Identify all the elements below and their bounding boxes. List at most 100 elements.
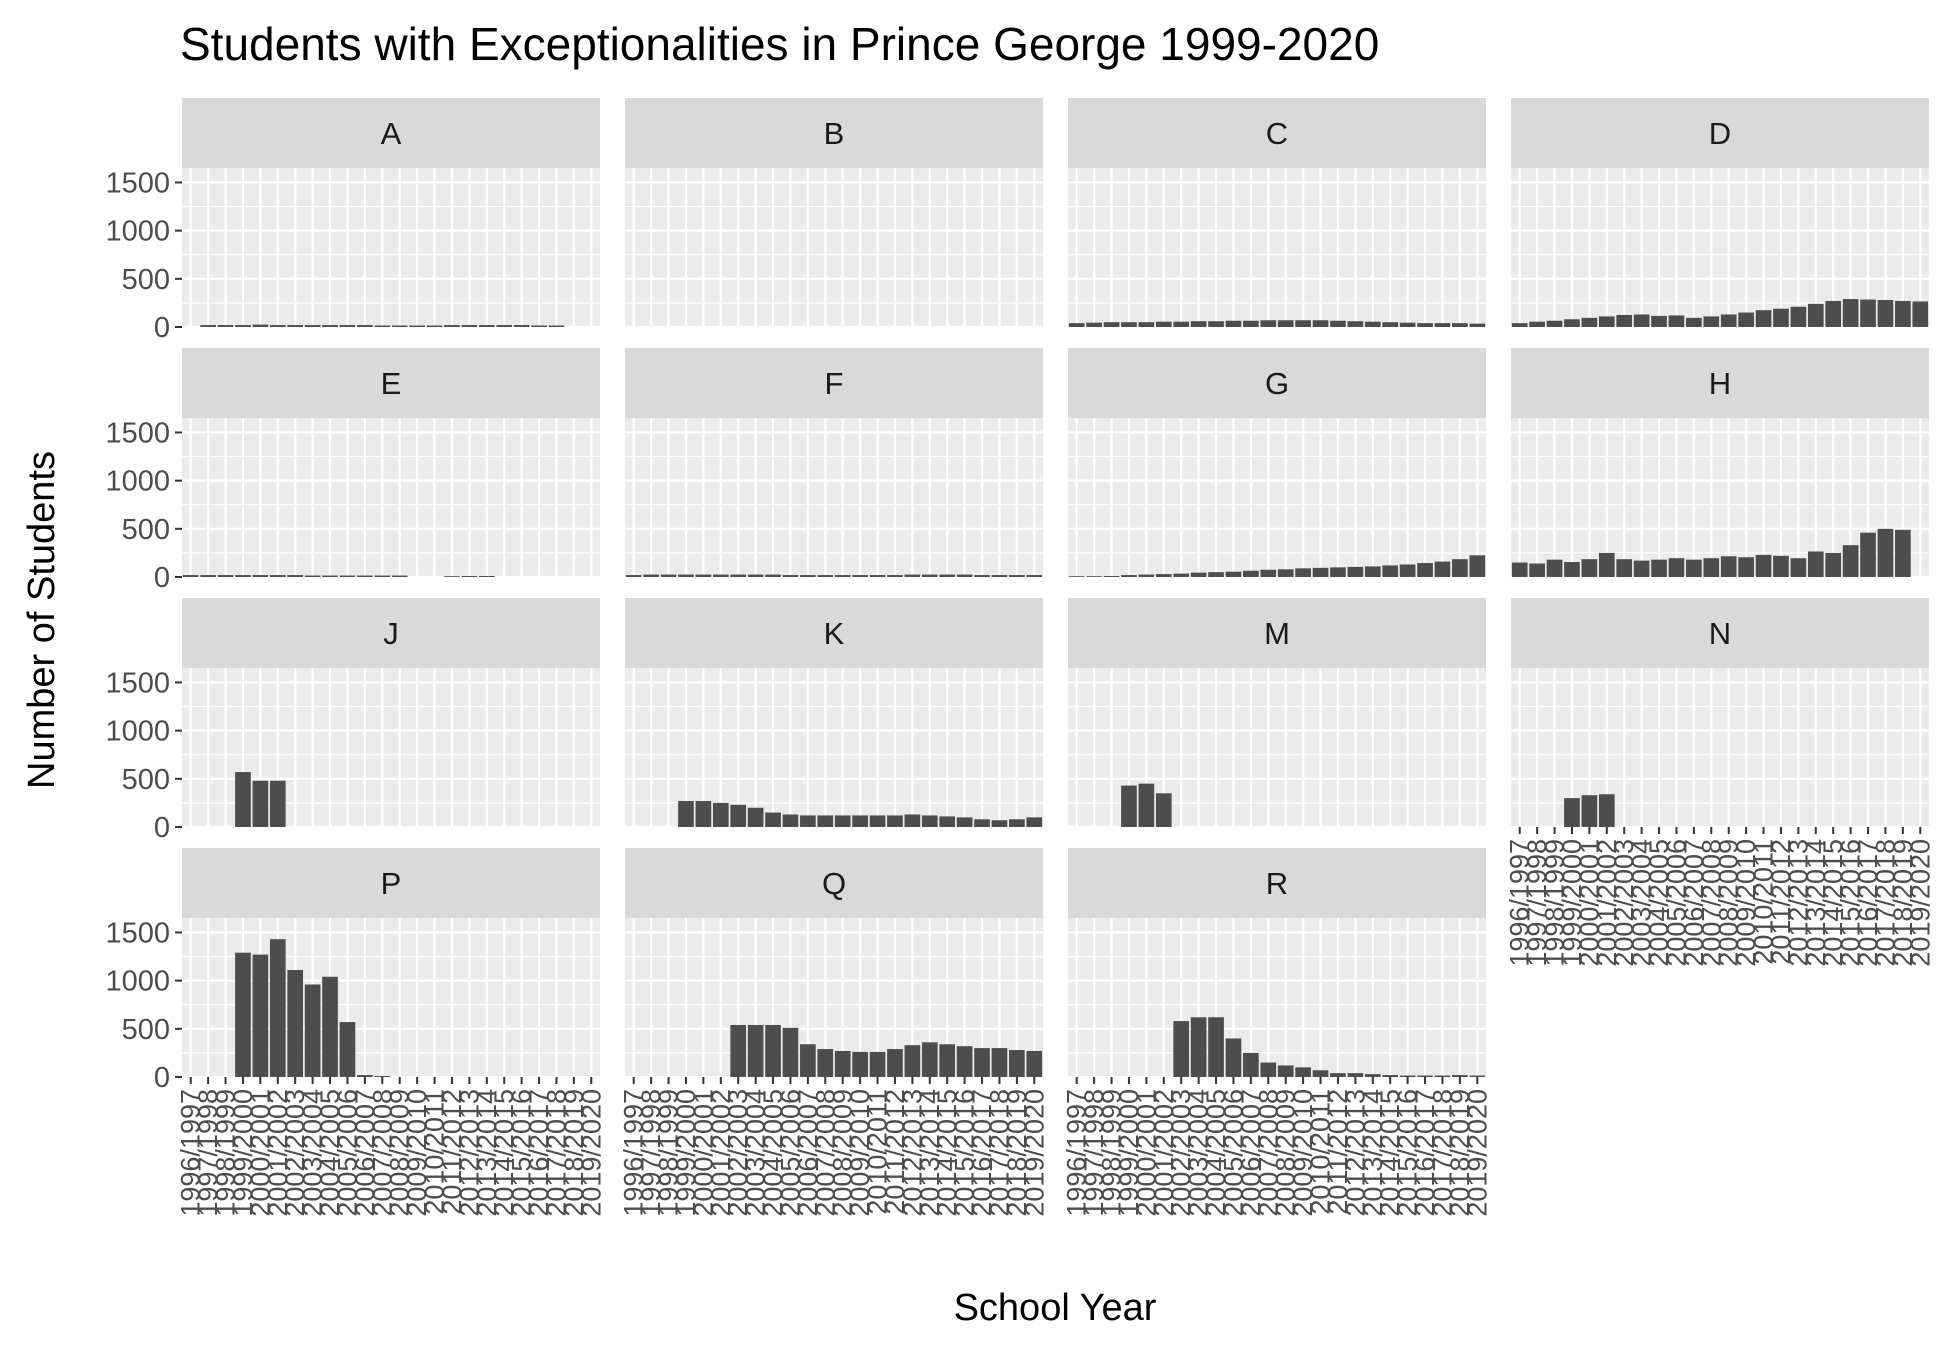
panel-M: M — [1068, 598, 1486, 829]
panel-E: E 0 500 1000 1500 — [105, 348, 600, 594]
panel-strip — [625, 348, 1043, 418]
y-tick-label: 1000 — [105, 966, 170, 998]
bar — [235, 772, 251, 827]
bar — [496, 325, 513, 327]
bar — [1260, 569, 1277, 577]
bar — [1755, 554, 1772, 577]
bar — [747, 807, 764, 827]
y-tick-label: 500 — [122, 1014, 170, 1046]
bar — [1511, 323, 1528, 327]
bar — [1434, 323, 1451, 327]
panel-strip — [182, 348, 600, 418]
bar — [782, 814, 799, 827]
bar — [461, 325, 478, 327]
bar — [1651, 315, 1667, 327]
panel-background — [1068, 668, 1486, 827]
panel-D: D — [1511, 98, 1929, 329]
x-tick-label: 2016/2017 — [1853, 839, 1883, 967]
bar — [304, 325, 321, 327]
bar — [1138, 574, 1155, 577]
bar — [304, 575, 321, 577]
x-tick-label: 2015/2016 — [1393, 1089, 1423, 1217]
bar — [548, 325, 565, 327]
bar — [391, 325, 408, 327]
bar — [991, 820, 1008, 827]
panel-strip-label: F — [825, 366, 844, 401]
x-tick-label: 2004/2005 — [315, 1089, 345, 1217]
bar — [322, 575, 338, 577]
x-tick-label: 2013/2014 — [1358, 1089, 1388, 1217]
panel-strip — [182, 98, 600, 168]
bar — [1009, 819, 1025, 827]
panel-strip-label: G — [1265, 366, 1289, 401]
bar — [1686, 559, 1702, 577]
bar — [287, 970, 304, 1077]
x-tick-label: 2011/2012 — [880, 1089, 910, 1215]
x-tick-label: 2006/2007 — [1679, 839, 1709, 967]
bar — [235, 575, 251, 577]
bar — [1121, 322, 1137, 327]
x-tick-label: 2004/2005 — [1201, 1089, 1231, 1217]
bar — [1225, 320, 1242, 327]
x-tick-label: 2003/2004 — [1627, 839, 1657, 967]
panel-background — [182, 418, 600, 577]
panel-strip — [1068, 98, 1486, 168]
x-tick-label: 2009/2010 — [402, 1089, 432, 1217]
x-tick-label: 1998/1999 — [654, 1089, 684, 1217]
y-tick-label: 1000 — [105, 716, 170, 748]
bar — [1155, 574, 1172, 577]
bar — [1312, 1070, 1329, 1077]
bar — [200, 575, 216, 577]
bar — [339, 1022, 356, 1077]
x-tick-label: 2006/2007 — [793, 1089, 823, 1217]
bar — [1260, 1062, 1277, 1077]
x-tick-label: 1996/1997 — [1062, 1089, 1092, 1217]
bar — [852, 575, 868, 577]
x-tick-label: 2019/2020 — [1019, 1089, 1049, 1217]
bar — [444, 325, 460, 327]
bar — [834, 815, 851, 827]
panel-K: K — [625, 598, 1043, 829]
bar — [1633, 560, 1650, 577]
bar — [817, 1049, 834, 1077]
bar — [1842, 545, 1859, 577]
x-tick-label: 1999/2000 — [228, 1089, 258, 1217]
bar — [1155, 793, 1172, 827]
bar — [765, 812, 781, 827]
x-tick-label: 2005/2006 — [775, 1089, 805, 1217]
x-tick-label: 2012/2013 — [454, 1089, 484, 1217]
bar — [974, 1048, 990, 1077]
bar — [217, 325, 234, 327]
panel-strip — [1068, 348, 1486, 418]
bar — [1452, 559, 1468, 577]
panel-strip-label: N — [1709, 616, 1731, 651]
x-tick-label: 2007/2008 — [810, 1089, 840, 1217]
bar — [1173, 573, 1190, 577]
bar — [1773, 555, 1789, 577]
panel-B: B — [625, 98, 1043, 329]
x-tick-label: 2006/2007 — [350, 1089, 380, 1217]
x-tick-label: 2019/2020 — [576, 1089, 606, 1217]
x-tick-label: 1998/1999 — [211, 1089, 241, 1217]
y-tick-label: 0 — [154, 1062, 170, 1094]
x-tick-label: 2001/2002 — [1149, 1089, 1179, 1217]
x-tick-label: 2004/2005 — [1644, 839, 1674, 967]
bar — [869, 815, 886, 827]
x-tick-label: 2005/2006 — [332, 1089, 362, 1217]
bar — [339, 575, 356, 577]
x-tick-label: 2018/2019 — [559, 1089, 589, 1217]
bar — [1417, 563, 1433, 577]
bar — [1330, 567, 1346, 577]
bar — [1026, 575, 1043, 577]
bar — [357, 325, 373, 327]
bar — [1347, 566, 1364, 577]
bar — [531, 325, 547, 327]
bar — [1860, 299, 1876, 327]
panel-strip-label: H — [1709, 366, 1731, 401]
bar — [1616, 559, 1633, 577]
bar — [1312, 320, 1329, 327]
x-tick-label: 2003/2004 — [1184, 1089, 1214, 1217]
panel-strip-label: R — [1266, 866, 1288, 901]
bar — [1469, 323, 1486, 327]
x-tick-label: 2013/2014 — [915, 1089, 945, 1217]
